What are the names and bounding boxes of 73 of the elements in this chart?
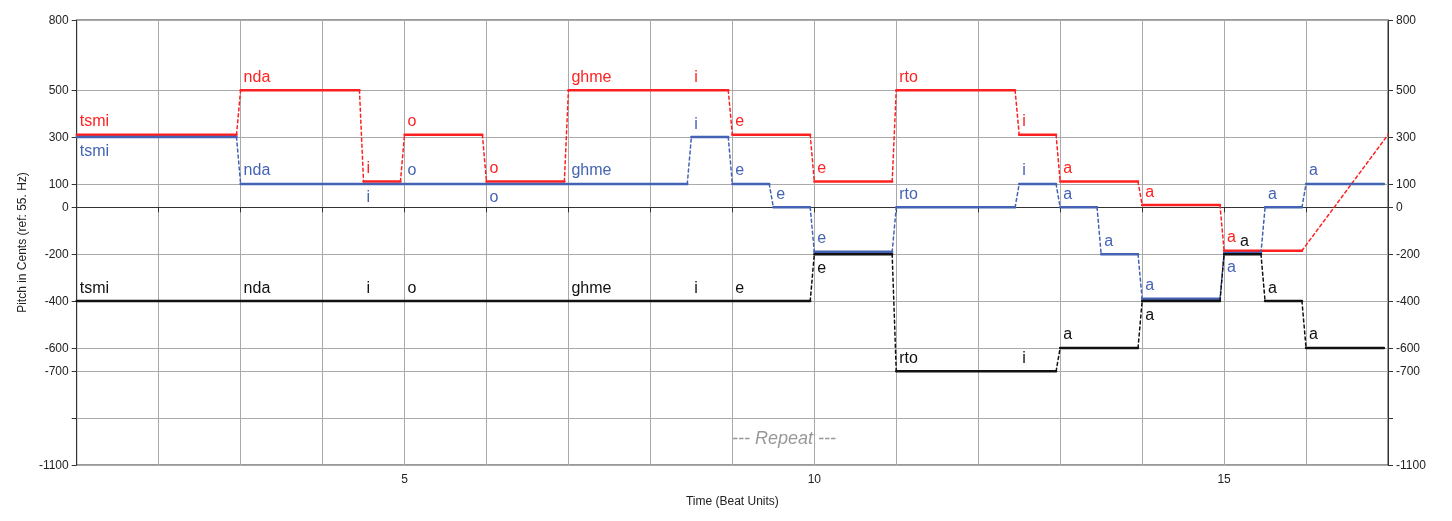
data-label: rto <box>899 348 919 366</box>
data-label: a <box>1145 182 1155 200</box>
data-label: a <box>1227 257 1237 275</box>
data-label: o <box>407 278 417 296</box>
data-label: nda <box>243 278 271 296</box>
y2-tick-label: -600 <box>1396 340 1421 355</box>
data-label: tsmi <box>79 278 110 296</box>
y-tick-label: 300 <box>48 130 70 145</box>
data-label: i <box>1022 348 1026 366</box>
x-tick-label: 5 <box>401 472 409 486</box>
y-tick-label: 500 <box>48 83 70 98</box>
y-tick-label: 800 <box>48 13 70 27</box>
data-label: a <box>1145 276 1155 294</box>
y-tick-label: -600 <box>44 340 70 355</box>
data-label: a <box>1063 159 1073 177</box>
data-label: a <box>1104 231 1114 249</box>
data-label: i <box>1022 161 1026 179</box>
y2-tick-label: 300 <box>1396 130 1417 145</box>
x-tick-label: 15 <box>1217 472 1232 486</box>
data-label: ghme <box>571 67 612 85</box>
y2-tick-label: -400 <box>1396 294 1421 309</box>
data-label: ghme <box>571 278 612 296</box>
x-tick-label: 10 <box>807 472 822 486</box>
y2-tick-label: 0 <box>1396 200 1403 215</box>
data-label: i <box>366 159 371 177</box>
y-tick-label: 100 <box>48 176 70 191</box>
y2-tick-label: -1100 <box>1396 458 1427 472</box>
data-label: a <box>1240 231 1250 249</box>
data-label: e <box>817 258 827 276</box>
data-label: nda <box>243 67 271 85</box>
data-label: i <box>1022 112 1026 130</box>
x-axis-title: Time (Beat Units) <box>685 494 779 508</box>
y-axis-title: Pitch in Cents (ref: 55. Hz) <box>15 172 29 313</box>
annotation: --- Repeat --- <box>732 428 837 448</box>
data-label: o <box>407 112 417 130</box>
y2-tick-label: -200 <box>1396 247 1421 262</box>
data-label: a <box>1227 228 1237 246</box>
data-label: e <box>735 161 745 179</box>
data-label: e <box>735 278 745 296</box>
data-label: a <box>1268 184 1278 202</box>
data-label: rto <box>899 184 919 202</box>
data-label: o <box>489 159 499 177</box>
data-label: e <box>817 229 827 247</box>
data-label: e <box>735 112 745 130</box>
data-label: nda <box>243 161 271 179</box>
data-label: a <box>1268 278 1278 296</box>
data-label: a <box>1145 305 1155 323</box>
data-label: i <box>694 67 698 85</box>
y2-tick-label: 800 <box>1396 13 1417 27</box>
data-label: e <box>817 159 827 177</box>
data-label: ghme <box>571 161 612 179</box>
data-label: i <box>694 278 698 296</box>
y2-tick-label: 500 <box>1396 83 1417 98</box>
y-tick-label: 0 <box>62 200 70 215</box>
y2-tick-label: -700 <box>1396 364 1421 379</box>
y-tick-label: -1100 <box>38 458 70 472</box>
data-label: tsmi <box>79 112 110 130</box>
data-label: a <box>1063 184 1073 202</box>
data-label: a <box>1063 325 1073 343</box>
data-label: tsmi <box>79 141 110 159</box>
data-label: e <box>776 184 786 202</box>
data-label: a <box>1309 325 1319 343</box>
data-label: a <box>1309 161 1319 179</box>
y-tick-label: -400 <box>44 294 70 309</box>
data-label: i <box>366 188 371 206</box>
data-label: i <box>694 114 698 132</box>
y-tick-label: -700 <box>44 364 70 379</box>
data-label: rto <box>899 67 919 85</box>
data-label: o <box>489 188 499 206</box>
data-label: i <box>366 278 371 296</box>
data-label: o <box>407 161 417 179</box>
y-tick-label: -200 <box>44 247 70 262</box>
y2-tick-label: 100 <box>1396 176 1417 191</box>
